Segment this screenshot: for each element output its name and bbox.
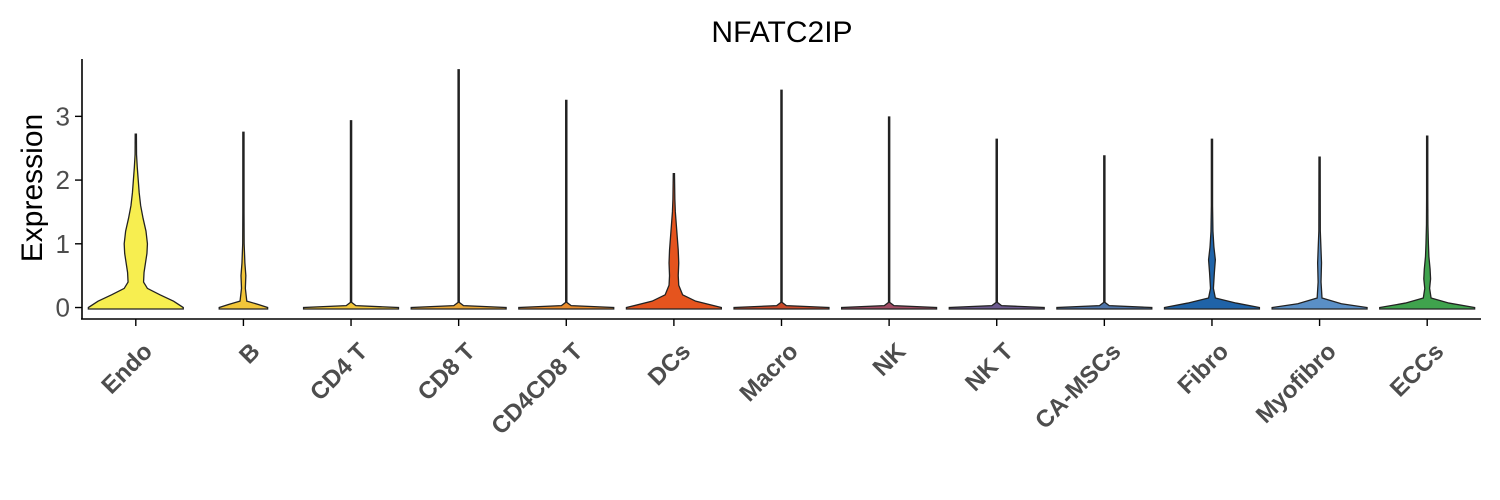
y-tick-label-3: 3	[56, 101, 70, 131]
violin-ca-mscs	[1056, 155, 1153, 310]
x-ticks: Endo B CD4 T CD8 T CD4CD8 T DCs Macro NK NK T CA-…	[96, 319, 1449, 440]
x-tick-label-b: B	[234, 338, 265, 369]
violin-eccs	[1379, 135, 1476, 310]
x-tick-label-cd8-t: CD8 T	[413, 338, 481, 406]
y-axis-label: Expression	[16, 114, 49, 262]
violin-dcs	[625, 173, 722, 310]
violin-myofibro	[1271, 156, 1368, 310]
violin-cd4-t	[302, 120, 400, 310]
x-tick-label-cd4cd8-t: CD4CD8 T	[486, 338, 588, 440]
violin-cd4cd8-t	[518, 99, 615, 310]
x-tick-label-dcs: DCs	[643, 338, 696, 391]
y-tick-label-2: 2	[56, 165, 70, 195]
y-tick-label-1: 1	[56, 229, 70, 259]
y-ticks: 0 1 2 3	[56, 101, 82, 323]
chart-title: NFATC2IP	[711, 16, 852, 49]
violin-endo	[87, 133, 184, 310]
x-tick-label-myofibro: Myofibro	[1251, 338, 1342, 429]
x-tick-label-endo: Endo	[96, 338, 158, 400]
x-tick-label-cd4-t: CD4 T	[305, 338, 373, 406]
x-tick-label-macro: Macro	[735, 338, 804, 407]
violin-macro	[733, 89, 830, 310]
violin-cd8-t	[410, 69, 507, 310]
x-tick-label-eccs: ECCs	[1385, 338, 1449, 402]
violin-nk	[841, 116, 938, 310]
plot-area	[87, 69, 1476, 310]
violin-fibro	[1163, 138, 1261, 310]
violin-nk-t	[948, 138, 1045, 310]
x-tick-label-ca-mscs: CA-MSCs	[1030, 338, 1126, 434]
violin-b	[218, 131, 269, 310]
x-tick-label-nk: NK	[868, 338, 912, 382]
y-tick-label-0: 0	[56, 293, 70, 323]
x-tick-label-nk-t: NK T	[960, 338, 1019, 397]
x-tick-label-fibro: Fibro	[1173, 338, 1235, 400]
